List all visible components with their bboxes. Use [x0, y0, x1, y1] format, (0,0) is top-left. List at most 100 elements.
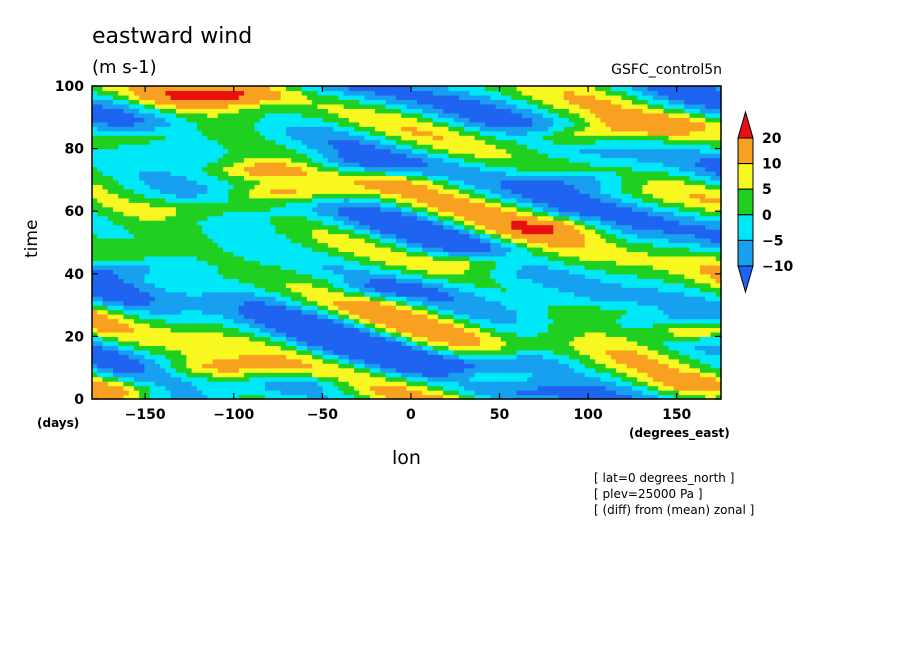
field-cell: [259, 358, 266, 364]
field-cell: [705, 349, 712, 355]
field-cell: [437, 394, 444, 400]
field-cell: [175, 327, 182, 333]
field-cell: [385, 282, 392, 288]
field-cell: [338, 296, 345, 302]
field-cell: [453, 246, 460, 253]
field-cell: [285, 278, 292, 284]
field-cell: [375, 229, 381, 235]
field-cell: [495, 340, 502, 346]
field-cell: [453, 264, 460, 270]
field-cell: [411, 376, 418, 382]
field-cell: [610, 318, 617, 324]
field-cell: [385, 354, 392, 360]
field-cell: [437, 278, 444, 284]
field-cell: [506, 305, 512, 311]
field-cell: [710, 238, 717, 244]
field-cell: [422, 260, 429, 266]
field-cell: [317, 220, 324, 226]
field-cell: [495, 314, 502, 320]
field-cell: [233, 246, 240, 253]
field-cell: [186, 349, 193, 355]
field-cell: [348, 322, 355, 329]
field-cell: [212, 273, 219, 279]
field-cell: [144, 385, 151, 391]
field-cell: [527, 215, 533, 221]
field-cell: [385, 340, 392, 346]
field-cell: [610, 305, 617, 311]
field-cell: [679, 260, 685, 266]
field-cell: [464, 381, 470, 387]
field-cell: [453, 349, 460, 355]
field-cell: [202, 229, 208, 235]
field-cell: [359, 372, 366, 378]
field-cell: [170, 372, 177, 378]
field-cell: [532, 260, 539, 266]
field-cell: [469, 345, 476, 351]
field-cell: [217, 233, 224, 239]
field-cell: [521, 358, 528, 364]
field-cell: [626, 305, 633, 311]
field-cell: [165, 273, 172, 279]
field-cell: [259, 336, 266, 342]
field-cell: [416, 394, 423, 400]
field-cell: [359, 331, 366, 337]
field-cell: [238, 255, 245, 261]
field-cell: [385, 233, 392, 239]
field-cell: [380, 300, 387, 306]
field-cell: [479, 251, 486, 257]
field-cell: [715, 309, 722, 315]
field-cell: [154, 336, 161, 342]
field-cell: [291, 381, 298, 387]
field-cell: [385, 291, 392, 297]
field-cell: [553, 291, 560, 297]
field-cell: [605, 358, 612, 364]
field-cell: [422, 318, 429, 324]
field-cell: [396, 305, 402, 311]
field-cell: [317, 282, 324, 288]
field-cell: [123, 211, 130, 217]
field-cell: [579, 336, 586, 342]
field-cell: [107, 211, 114, 217]
field-cell: [694, 394, 701, 400]
field-cell: [589, 282, 596, 288]
field-cell: [149, 296, 156, 302]
field-cell: [479, 381, 486, 387]
field-cell: [296, 224, 303, 230]
field-cell: [285, 305, 292, 311]
field-cell: [149, 358, 156, 364]
field-cell: [217, 229, 224, 235]
field-cell: [275, 363, 282, 369]
field-cell: [223, 238, 229, 244]
field-cell: [411, 215, 418, 221]
field-cell: [553, 367, 560, 373]
field-cell: [595, 287, 602, 293]
field-cell: [280, 327, 287, 333]
field-cell: [275, 385, 282, 391]
field-cell: [112, 211, 119, 217]
field-cell: [416, 340, 423, 346]
field-cell: [600, 336, 607, 342]
field-cell: [715, 318, 722, 324]
field-cell: [123, 385, 130, 391]
field-cell: [285, 296, 292, 302]
field-cell: [139, 233, 146, 239]
field-cell: [144, 381, 151, 387]
field-cell: [264, 269, 271, 275]
field-cell: [149, 215, 156, 221]
field-cell: [647, 385, 654, 391]
field-cell: [348, 354, 355, 360]
field-cell: [563, 260, 570, 266]
field-cell: [679, 229, 685, 235]
field-cell: [191, 340, 198, 346]
field-cell: [333, 255, 339, 261]
field-cell: [401, 242, 408, 248]
field-cell: [233, 220, 240, 226]
field-cell: [673, 345, 680, 351]
field-cell: [527, 340, 533, 346]
field-cell: [689, 394, 696, 400]
field-cell: [427, 372, 434, 378]
field-cell: [684, 385, 691, 391]
field-cell: [416, 287, 423, 293]
field-cell: [212, 287, 219, 293]
field-cell: [238, 296, 245, 302]
